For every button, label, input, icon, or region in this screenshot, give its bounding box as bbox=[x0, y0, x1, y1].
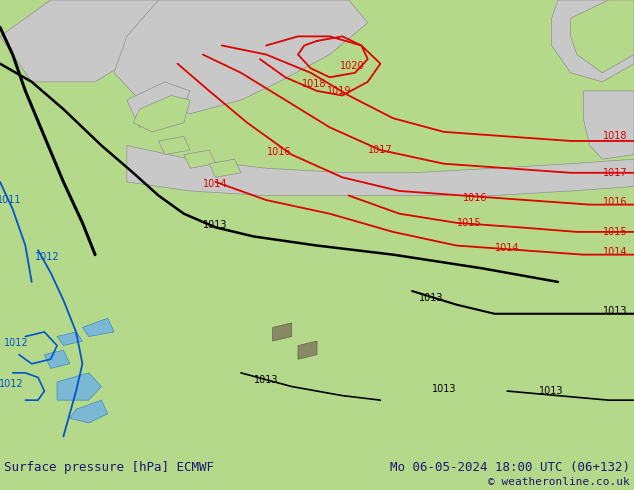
Text: 1014: 1014 bbox=[495, 243, 519, 253]
Text: 1019: 1019 bbox=[327, 86, 351, 96]
Text: 1014: 1014 bbox=[603, 247, 627, 257]
Polygon shape bbox=[0, 0, 158, 82]
Text: 1016: 1016 bbox=[267, 147, 291, 157]
Text: Mo 06-05-2024 18:00 UTC (06+132): Mo 06-05-2024 18:00 UTC (06+132) bbox=[390, 461, 630, 474]
Polygon shape bbox=[127, 146, 634, 196]
Polygon shape bbox=[127, 82, 190, 127]
Polygon shape bbox=[552, 0, 634, 82]
Text: 1017: 1017 bbox=[603, 168, 627, 178]
Polygon shape bbox=[298, 341, 317, 359]
Polygon shape bbox=[209, 159, 241, 177]
Polygon shape bbox=[114, 0, 368, 114]
Text: 1015: 1015 bbox=[457, 218, 481, 228]
Text: 1018: 1018 bbox=[603, 131, 627, 142]
Text: 1015: 1015 bbox=[603, 227, 627, 237]
Text: 1012: 1012 bbox=[4, 338, 28, 348]
Polygon shape bbox=[184, 150, 216, 168]
Text: 1012: 1012 bbox=[0, 379, 23, 389]
Polygon shape bbox=[82, 318, 114, 337]
Text: 1013: 1013 bbox=[204, 220, 228, 230]
Text: 1016: 1016 bbox=[463, 193, 488, 203]
Polygon shape bbox=[70, 400, 108, 423]
Text: 1012: 1012 bbox=[36, 252, 60, 262]
Text: Surface pressure [hPa] ECMWF: Surface pressure [hPa] ECMWF bbox=[4, 461, 214, 474]
Polygon shape bbox=[273, 323, 292, 341]
Text: 1020: 1020 bbox=[340, 61, 364, 71]
Polygon shape bbox=[583, 91, 634, 159]
Text: 1013: 1013 bbox=[419, 293, 443, 303]
Text: 1013: 1013 bbox=[540, 386, 564, 396]
Polygon shape bbox=[57, 373, 101, 400]
Text: © weatheronline.co.uk: © weatheronline.co.uk bbox=[488, 477, 630, 487]
Text: 1013: 1013 bbox=[603, 306, 627, 317]
Polygon shape bbox=[133, 96, 190, 132]
Text: 1017: 1017 bbox=[368, 145, 392, 155]
Text: 1014: 1014 bbox=[204, 179, 228, 189]
Polygon shape bbox=[158, 136, 190, 155]
Text: 1013: 1013 bbox=[254, 375, 278, 385]
Text: 1018: 1018 bbox=[302, 79, 326, 89]
Polygon shape bbox=[57, 332, 82, 345]
Text: 1011: 1011 bbox=[0, 195, 22, 205]
Polygon shape bbox=[571, 0, 634, 73]
Polygon shape bbox=[44, 350, 70, 368]
Text: 1016: 1016 bbox=[603, 197, 627, 207]
Text: 1013: 1013 bbox=[432, 384, 456, 394]
